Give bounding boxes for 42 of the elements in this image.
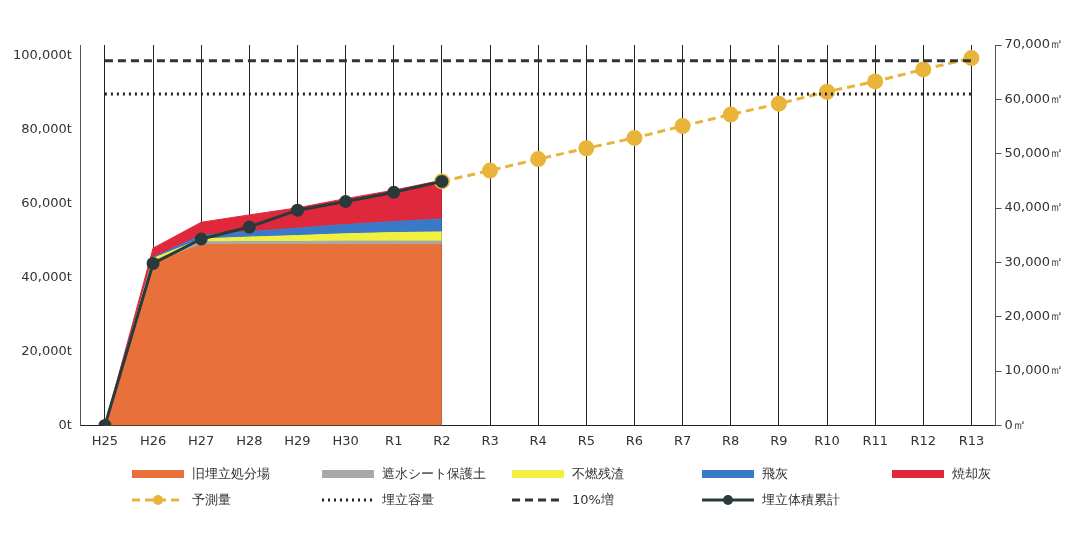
x-tick-label: R11 <box>862 432 888 448</box>
legend-label: 予測量 <box>192 491 231 509</box>
y2-tick-label: 70,000㎡ <box>1004 36 1064 52</box>
legend-label: 飛灰 <box>762 465 788 483</box>
legend-label: 不燃残渣 <box>572 465 624 483</box>
x-tick-label: R7 <box>673 432 692 448</box>
y2-tick-label: 50,000㎡ <box>1004 145 1064 161</box>
y-tick-label: 80,000t <box>21 121 72 137</box>
x-tick-label: R4 <box>529 432 547 448</box>
legend-label: 10%増 <box>572 491 614 509</box>
x-tick-label: R1 <box>385 432 403 448</box>
x-tick-label: R12 <box>910 432 937 448</box>
x-tick-label: R9 <box>770 432 788 448</box>
y-tick-label: 60,000t <box>21 195 72 211</box>
legend-label: 埋立容量 <box>382 491 434 509</box>
y-tick-label: 20,000t <box>21 342 72 358</box>
x-tick-label: H26 <box>139 432 167 448</box>
x-tick-label: H25 <box>91 432 119 448</box>
y2-tick-label: 60,000㎡ <box>1004 90 1064 106</box>
x-tick-label: R8 <box>722 432 740 448</box>
x-tick-label: R3 <box>481 432 499 448</box>
x-tick-label: H30 <box>332 432 359 448</box>
x-tick-label: H29 <box>284 432 311 448</box>
x-tick-label: R10 <box>814 432 840 448</box>
x-tick-label: H27 <box>188 432 215 448</box>
y2-tick-label: 40,000㎡ <box>1004 199 1064 215</box>
y-tick-label: 0t <box>58 416 72 432</box>
legend-label: 埋立体積累計 <box>762 491 840 509</box>
x-tick-label: R13 <box>958 432 985 448</box>
y-tick-label: 100,000t <box>13 47 72 63</box>
y2-tick-label: 20,000㎡ <box>1004 308 1064 324</box>
y2-tick-label: 10,000㎡ <box>1004 362 1064 378</box>
x-tick-label: R5 <box>577 432 595 448</box>
legend-label: 焼却灰 <box>952 465 991 483</box>
y2-tick-label: 30,000㎡ <box>1004 253 1064 269</box>
y2-tick-label: 0㎡ <box>1004 416 1026 432</box>
y-tick-label: 40,000t <box>21 269 72 285</box>
x-tick-label: R6 <box>625 432 644 448</box>
legend-label: 遮水シート保護土 <box>382 465 486 483</box>
x-tick-label: R2 <box>433 432 451 448</box>
legend-label: 旧埋立処分場 <box>192 465 270 483</box>
x-tick-label: H28 <box>236 432 263 448</box>
